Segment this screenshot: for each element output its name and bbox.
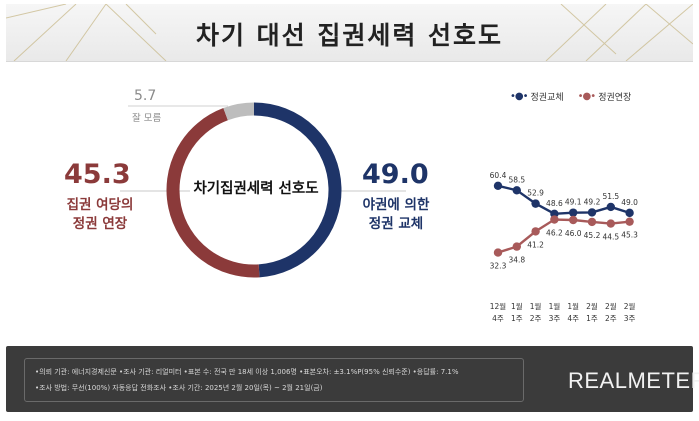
x-tick-week-1: 1주	[511, 314, 523, 323]
data-label-0-3: 48.6	[546, 199, 563, 208]
point-0-6	[606, 202, 615, 212]
x-tick-week-3: 3주	[549, 314, 561, 323]
header: 차기 대선 집권세력 선호도	[6, 4, 693, 62]
legend-label-change: 정권교체	[530, 93, 564, 103]
realmeter-logo: REALMETER	[568, 368, 699, 393]
point-1-4	[569, 215, 578, 225]
header-decoration	[6, 4, 693, 61]
x-tick-week-0: 4주	[492, 314, 504, 323]
opposition-label-line2: 정권 교체	[368, 216, 424, 232]
x-tick-week-5: 1주	[586, 314, 598, 323]
legend-marker-change: •●•	[510, 91, 529, 102]
unknown-label: 잘 모름	[132, 113, 162, 124]
data-label-1-4: 46.0	[565, 229, 582, 238]
chart-canvas: 60.458.552.948.6 49.1 49.251.549.032.334.8…	[120, 102, 638, 323]
ruling-label: 집권 여당의 정권 연장	[60, 196, 140, 234]
x-tick-month-3: 1월	[549, 301, 561, 311]
point-1-2	[531, 227, 540, 236]
point-1-3	[550, 215, 559, 224]
donut-slice-1	[166, 108, 260, 278]
data-label-0-0: 60.4	[490, 171, 507, 180]
legend-item-change: •●• 정권교체	[510, 90, 564, 103]
x-tick-week-4: 4주	[567, 314, 579, 323]
footer-line-2: •조사 방법: 무선(100%) 자동응답 전화조사 •조사 기간: 2025년…	[35, 384, 323, 392]
point-0-5	[587, 208, 597, 217]
point-0-4	[569, 208, 578, 217]
opposition-value: 49.0	[362, 159, 429, 190]
x-tick-month-0: 12월	[490, 301, 507, 311]
x-tick-month-5: 2월	[586, 301, 598, 311]
data-label-1-0: 32.3	[490, 262, 507, 271]
page-title: 차기 대선 집권세력 선호도	[195, 21, 504, 50]
ruling-value: 45.3	[64, 159, 131, 190]
point-1-5	[587, 217, 597, 227]
footer-line-1: •의뢰 기관: 에너지경제신문 •조사 기관: 리얼미터 •표본 수: 전국 만…	[35, 368, 459, 376]
footer-info-box: •의뢰 기관: 에너지경제신문 •조사 기관: 리얼미터 •표본 수: 전국 만…	[24, 358, 524, 402]
data-label-0-6: 51.5	[602, 192, 619, 201]
ruling-label-line2: 정권 연장	[72, 216, 128, 232]
point-1-7	[625, 217, 634, 226]
point-0-1	[512, 186, 521, 195]
data-label-0-2: 52.9	[527, 189, 544, 198]
data-label-0-7: 49.0	[621, 198, 638, 207]
legend-item-extend: •●• 정권연장	[578, 90, 632, 103]
opposition-label: 야권에 의한 정권 교체	[352, 196, 440, 234]
data-label-0-5: 49.2	[584, 197, 601, 206]
data-label-0-1: 58.5	[508, 175, 525, 184]
x-tick-month-1: 1월	[511, 301, 523, 311]
point-1-0	[493, 248, 503, 257]
x-tick-month-6: 2월	[605, 301, 617, 311]
ruling-label-line1: 집권 여당의	[66, 197, 134, 213]
x-tick-week-2: 2주	[530, 314, 542, 323]
point-1-1	[512, 242, 521, 251]
x-tick-week-7: 3주	[624, 314, 636, 323]
data-label-1-3: 46.2	[546, 229, 563, 238]
legend-marker-extend: •●•	[577, 91, 597, 102]
chart-area: 60.4 58.5 52.9 48.6 49.1 49.2 51.5 49.0 32.3 34.8…	[0, 62, 699, 342]
point-0-7	[625, 208, 634, 218]
x-tick-month-4: 1월	[567, 301, 579, 311]
data-label-0-4: 49.1	[565, 198, 582, 207]
unknown-value: 5.7	[134, 88, 157, 104]
x-tick-month-2: 1월	[530, 301, 542, 311]
donut-center-label: 차기집권세력 선호도	[193, 181, 319, 197]
donut-slice-0	[253, 102, 342, 278]
footer: •의뢰 기관: 에너지경제신문 •조사 기관: 리얼미터 •표본 수: 전국 만…	[6, 346, 699, 412]
data-label-1-6: 44.5	[602, 233, 619, 242]
data-label-1-7: 45.3	[621, 231, 638, 240]
point-1-6	[606, 219, 615, 228]
data-label-1-2: 41.2	[527, 240, 544, 249]
x-tick-week-6: 2주	[605, 314, 617, 323]
data-label-1-5: 45.2	[584, 231, 601, 240]
opposition-label-line1: 야권에 의한	[362, 197, 430, 213]
point-0-2	[531, 199, 540, 208]
donut-slice-2	[223, 102, 255, 121]
point-0-0	[493, 181, 503, 190]
data-label-1-1: 34.8	[508, 256, 525, 265]
line-legend: •●• 정권교체 •●• 정권연장	[510, 90, 631, 103]
x-tick-month-7: 2월	[624, 301, 636, 311]
legend-label-extend: 정권연장	[598, 93, 632, 103]
